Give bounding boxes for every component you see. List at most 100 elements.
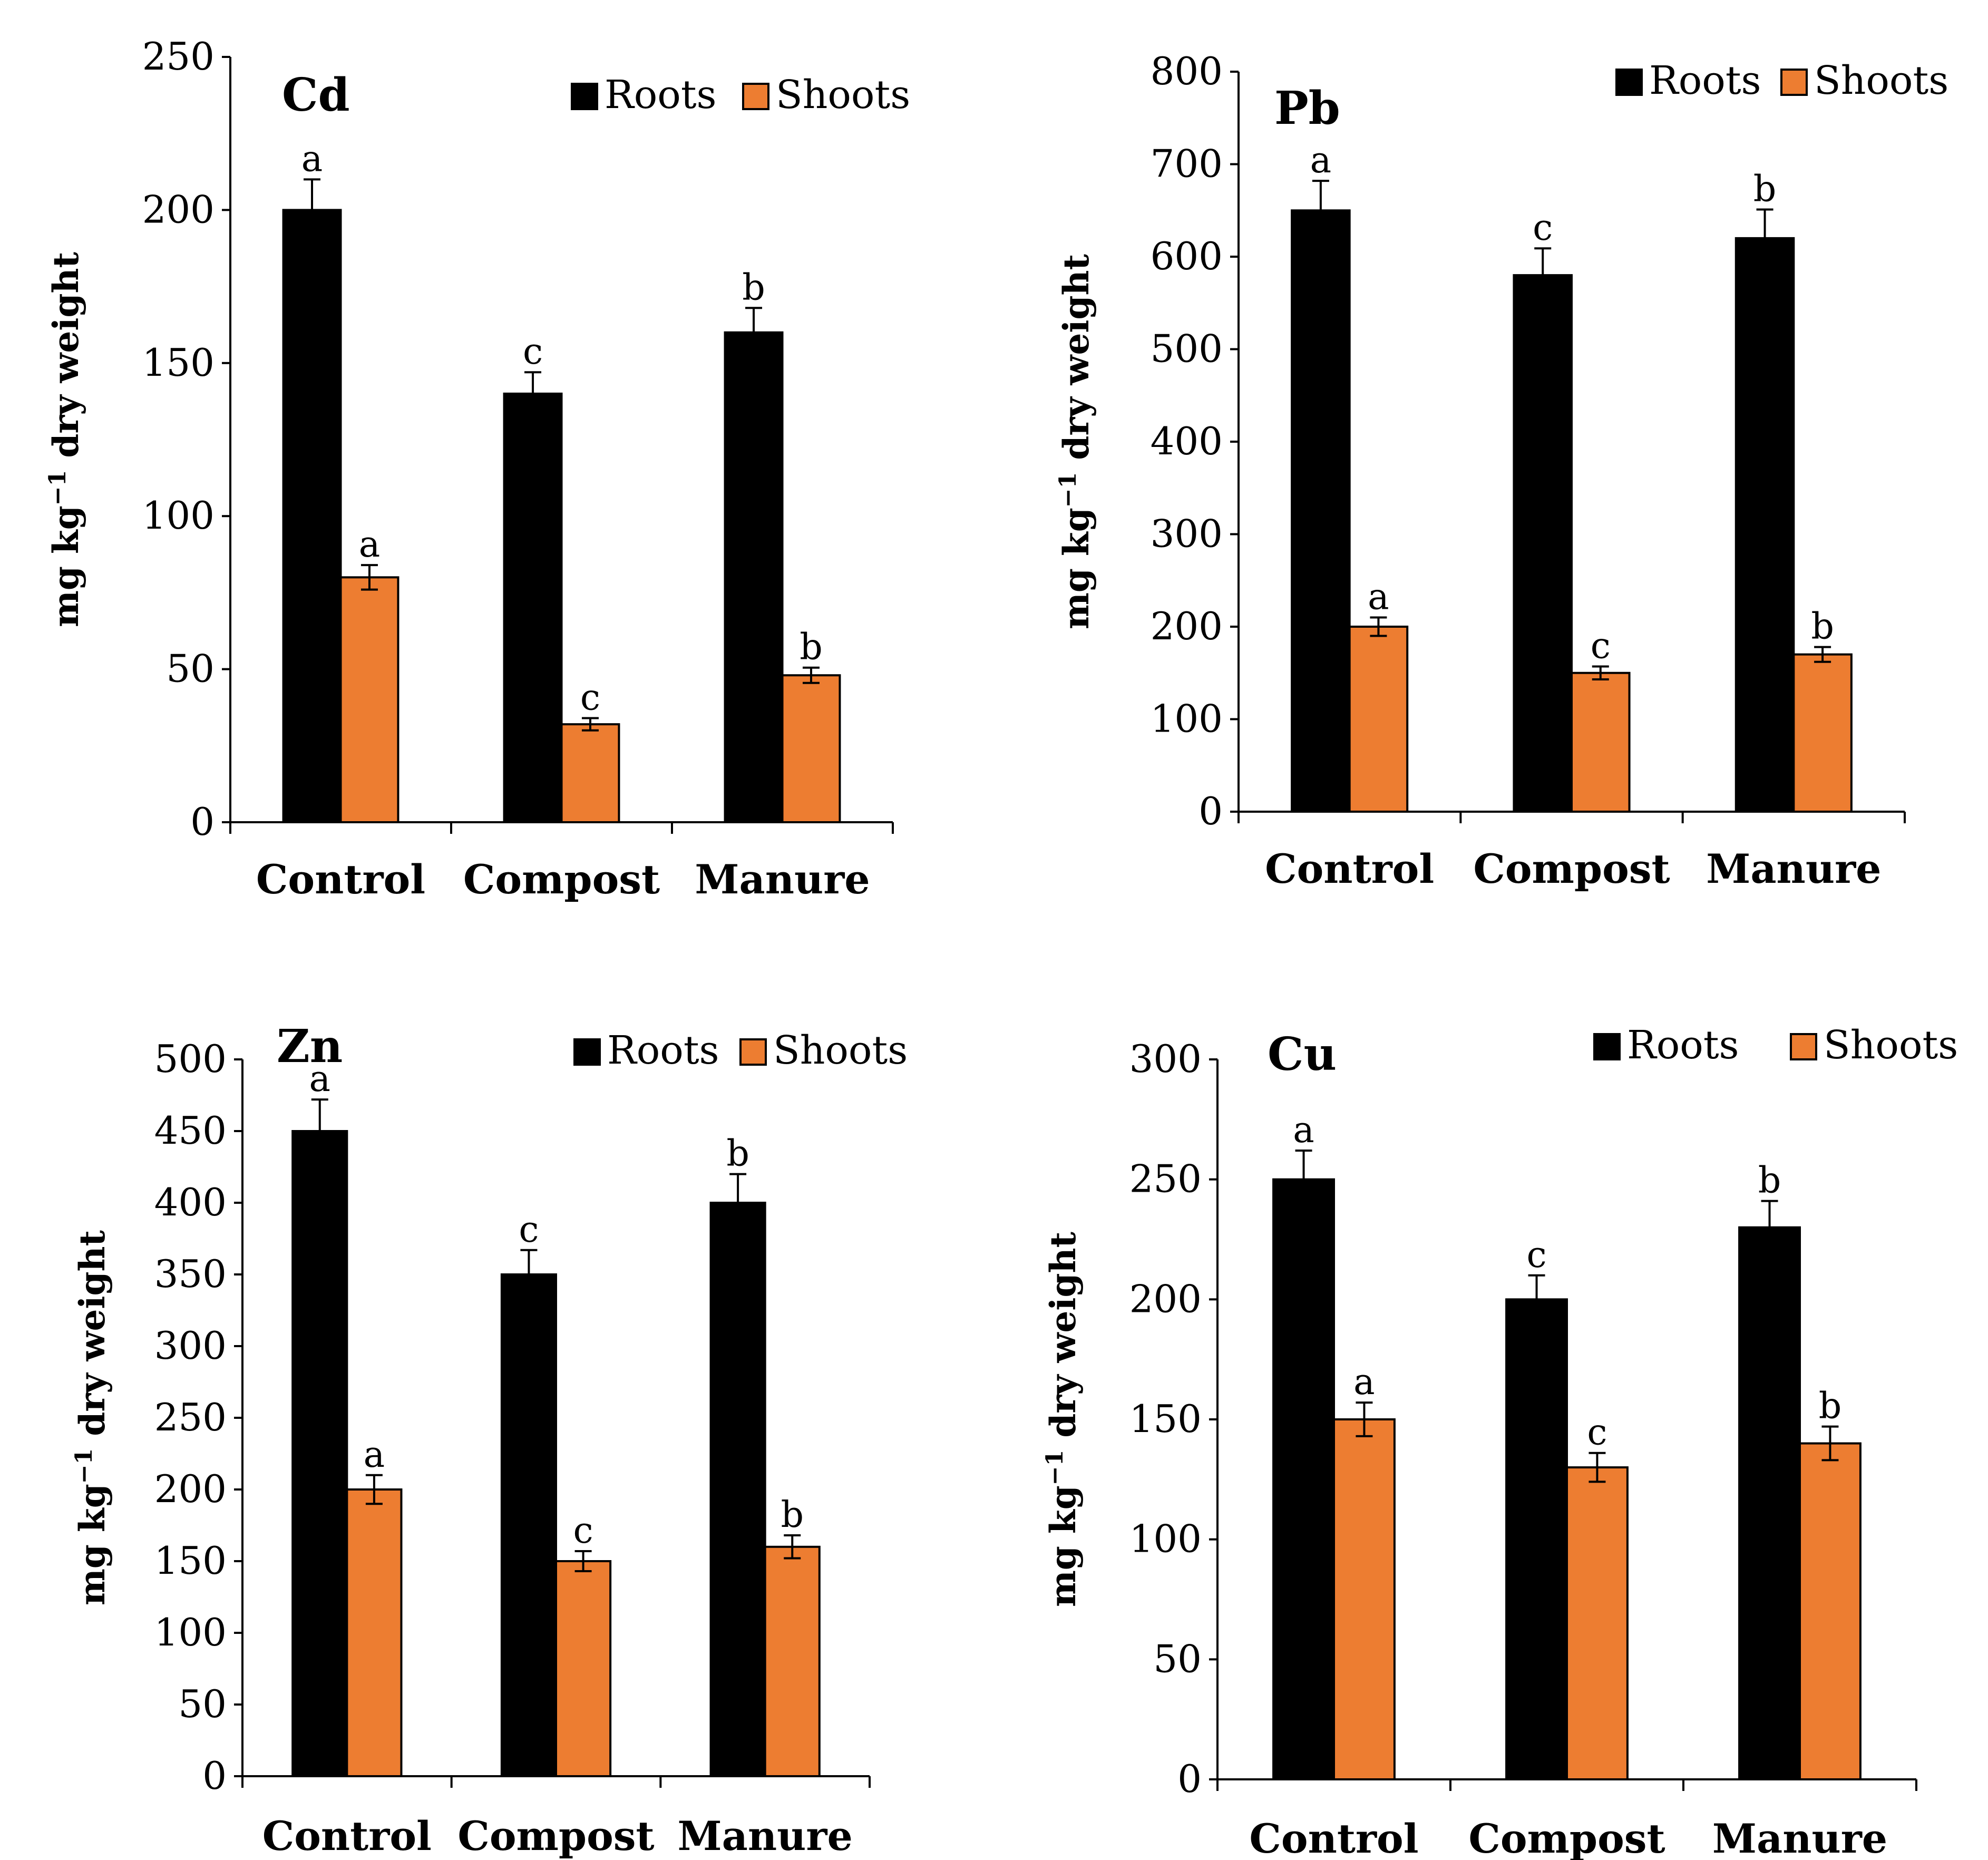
error-bar (520, 1249, 538, 1274)
error-bar (1821, 1425, 1839, 1462)
bar-shoots-manure (781, 674, 841, 823)
error-bar (581, 717, 599, 732)
legend-label-shoots: Shoots (1824, 1022, 1958, 1068)
bar-roots-compost (1505, 1298, 1568, 1780)
significance-letter: c (523, 331, 543, 373)
error-bar (1528, 1274, 1545, 1300)
error-bar (1761, 1200, 1778, 1228)
x-category-label: Compost (1473, 845, 1670, 892)
error-bar (1312, 180, 1329, 211)
y-tick-label: 500 (154, 1037, 227, 1081)
y-tick-label: 400 (1151, 419, 1223, 463)
legend-swatch-shoots (739, 1038, 767, 1066)
bar-roots-manure (1734, 237, 1795, 813)
chart-zn: 0 50 100 150 200 250 300 350 400 450 500 a a Control c… (71, 1020, 908, 1859)
y-tick-label: 600 (1151, 234, 1223, 278)
error-bar (729, 1173, 747, 1203)
error-bar (802, 666, 820, 684)
error-bar (304, 178, 321, 210)
y-tick-label: 350 (154, 1252, 227, 1296)
x-category-label: Manure (1706, 845, 1881, 892)
x-category-label: Control (1249, 1815, 1418, 1860)
y-tick-label: 450 (154, 1108, 227, 1153)
legend-label-shoots: Shoots (1814, 58, 1948, 103)
y-tick-label: 200 (1129, 1277, 1202, 1321)
y-tick-label: 700 (1151, 142, 1223, 186)
significance-letter: b (1811, 606, 1834, 648)
significance-letter: b (1753, 168, 1777, 210)
legend-swatch-roots (573, 1038, 601, 1066)
chart-title: Pb (1274, 82, 1340, 135)
bar-shoots-control (1333, 1418, 1396, 1780)
bar-roots-compost (500, 1273, 557, 1777)
significance-letter: b (1819, 1386, 1842, 1427)
bar-shoots-manure (1792, 653, 1853, 813)
bar-shoots-compost (1571, 671, 1631, 813)
y-tick-label: 50 (178, 1682, 227, 1726)
x-category-label: Compost (457, 1813, 654, 1859)
legend-label-roots: Roots (607, 1028, 719, 1073)
y-tick-label: 300 (1151, 512, 1223, 556)
significance-letter: c (519, 1209, 539, 1251)
chart-cd: 0 50 100 150 200 250 a a Control c c Compost b b Manur… (44, 34, 910, 903)
bar-roots-control (291, 1130, 348, 1777)
bar-shoots-manure (1799, 1442, 1862, 1781)
error-bar (1534, 247, 1552, 276)
bar-shoots-control (339, 576, 399, 823)
significance-letter: a (1310, 140, 1332, 181)
significance-letter: a (359, 524, 381, 566)
bar-roots-manure (724, 331, 784, 823)
chart-pb: 0 100 200 300 400 500 600 700 800 a a Control c c Comp… (1055, 49, 1948, 892)
significance-letter: a (364, 1434, 385, 1476)
legend-label-shoots: Shoots (773, 1028, 908, 1073)
error-bar (784, 1534, 801, 1560)
error-bar (365, 1474, 383, 1505)
y-tick-label: 100 (1151, 697, 1223, 741)
error-bar (524, 371, 542, 394)
x-category-label: Manure (1712, 1815, 1887, 1860)
y-tick-label: 250 (1129, 1157, 1202, 1201)
chart-title: Zn (277, 1020, 343, 1073)
legend-label-roots: Roots (605, 72, 717, 118)
chart-title: Cd (282, 69, 350, 122)
legend-label-roots: Roots (1649, 58, 1761, 103)
y-tick-label: 250 (154, 1395, 227, 1439)
y-tick-label: 250 (142, 34, 215, 79)
bar-roots-compost (503, 392, 563, 823)
y-tick-label: 100 (154, 1610, 227, 1654)
x-category-label: Control (262, 1813, 432, 1859)
significance-letter: b (742, 267, 765, 308)
legend-label-shoots: Shoots (776, 72, 910, 118)
significance-letter: a (1353, 1361, 1375, 1403)
significance-letter: c (573, 1510, 593, 1552)
bar-shoots-compost (560, 723, 620, 824)
y-tick-label: 150 (142, 340, 215, 385)
y-tick-label: 0 (1198, 789, 1223, 833)
significance-letter: c (580, 677, 600, 719)
legend-label-roots: Roots (1627, 1022, 1739, 1068)
x-category-label: Compost (463, 856, 660, 903)
significance-letter: b (1758, 1160, 1781, 1202)
y-axis-label: mg kg−1 dry weight (1041, 1231, 1084, 1607)
significance-letter: c (1533, 207, 1553, 249)
y-tick-label: 100 (1129, 1517, 1202, 1561)
chart-title: Cu (1268, 1028, 1337, 1081)
significance-letter: b (781, 1494, 804, 1536)
significance-letter: c (1591, 625, 1611, 667)
y-tick-label: 50 (1153, 1637, 1202, 1681)
chart-cu: 0 50 100 150 200 250 300 a a Control c c Compost b b Ma… (1041, 1022, 1958, 1860)
error-bar (1370, 616, 1387, 637)
bar-shoots-control (1348, 626, 1409, 813)
significance-letter: a (1368, 576, 1389, 618)
error-bar (311, 1098, 328, 1131)
bar-roots-compost (1513, 274, 1573, 813)
y-tick-label: 400 (154, 1180, 227, 1224)
legend-swatch-shoots (1780, 69, 1808, 96)
error-bar (1356, 1401, 1373, 1437)
y-tick-label: 300 (154, 1323, 227, 1368)
error-bar (745, 307, 763, 333)
bar-roots-control (1272, 1178, 1336, 1781)
error-bar (360, 564, 378, 591)
y-tick-label: 50 (166, 647, 215, 691)
